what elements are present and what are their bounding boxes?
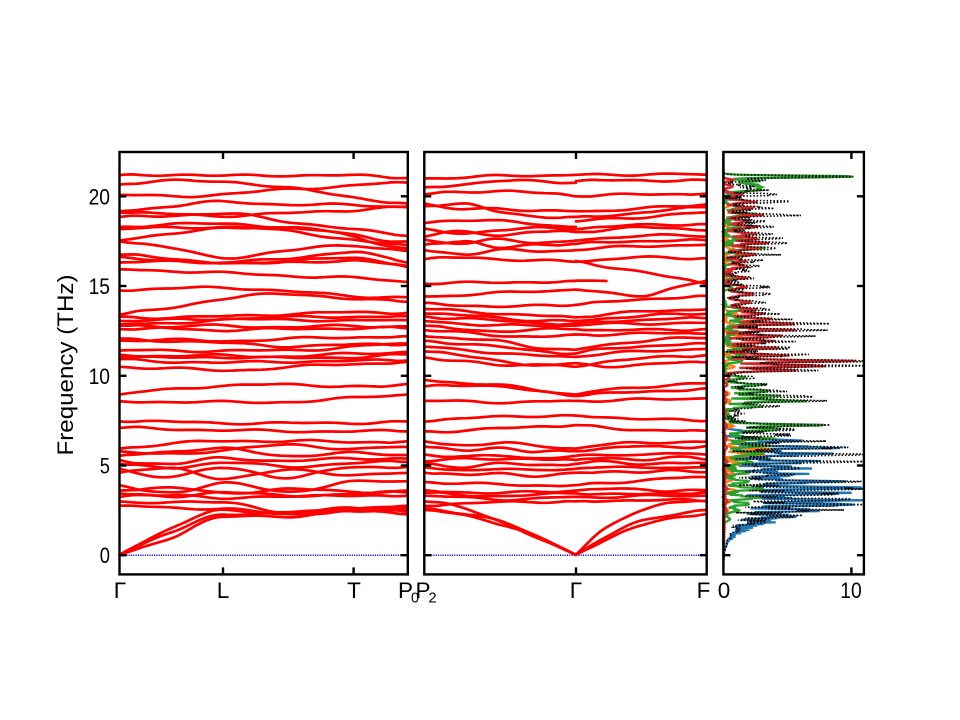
svg-text:L: L <box>217 578 230 603</box>
svg-text:5: 5 <box>100 454 110 479</box>
svg-text:15: 15 <box>89 274 110 299</box>
svg-text:10: 10 <box>840 578 861 603</box>
svg-text:20: 20 <box>89 184 110 209</box>
svg-text:10: 10 <box>89 364 110 389</box>
svg-text:0: 0 <box>718 578 731 603</box>
svg-text:Γ: Γ <box>570 578 582 603</box>
svg-text:Γ: Γ <box>114 578 126 603</box>
svg-text:0: 0 <box>100 543 110 568</box>
svg-text:Frequency (THz): Frequency (THz) <box>53 275 78 456</box>
svg-text:F: F <box>697 578 711 603</box>
svg-text:T: T <box>347 578 361 603</box>
